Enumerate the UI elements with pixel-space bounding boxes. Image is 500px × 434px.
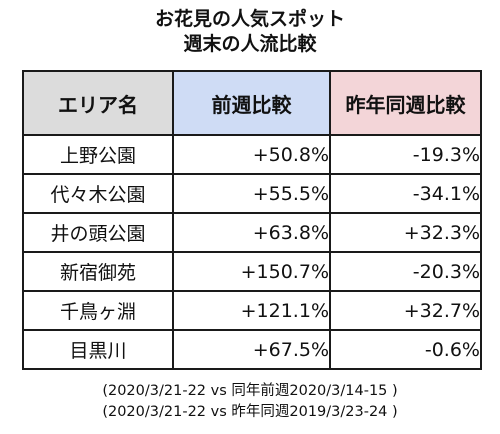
table-row: 新宿御苑 +150.7% -20.3% [22,251,482,292]
header-week-comparison: 前週比較 [172,70,331,136]
area-cell: 上野公園 [22,134,174,175]
week-change-cell: +50.8% [172,134,331,175]
footnote-year-period: (2020/3/21-22 vs 昨年同週2019/3/23-24 ) [102,404,398,420]
footnote-week-period: (2020/3/21-22 vs 同年前週2020/3/14-15 ) [102,383,398,399]
header-area: エリア名 [22,70,174,136]
title-line-1: お花見の人気スポット [154,8,345,30]
table-row: 井の頭公園 +63.8% +32.3% [22,212,482,253]
area-cell: 代々木公園 [22,173,174,214]
area-cell: 千鳥ヶ淵 [22,290,174,331]
area-cell: 目黒川 [22,329,174,370]
year-change-cell: +32.3% [329,212,482,253]
area-cell: 井の頭公園 [22,212,174,253]
title-line-2: 週末の人流比較 [183,33,317,55]
year-change-cell: -19.3% [329,134,482,175]
area-cell: 新宿御苑 [22,251,174,292]
table-row: 代々木公園 +55.5% -34.1% [22,173,482,214]
year-change-cell: -20.3% [329,251,482,292]
week-change-cell: +55.5% [172,173,331,214]
year-change-cell: +32.7% [329,290,482,331]
table-row: 目黒川 +67.5% -0.6% [22,329,482,370]
table-row: 上野公園 +50.8% -19.3% [22,134,482,175]
week-change-cell: +63.8% [172,212,331,253]
week-change-cell: +150.7% [172,251,331,292]
header-year-comparison: 昨年同週比較 [329,70,482,136]
year-change-cell: -0.6% [329,329,482,370]
comparison-table: エリア名 前週比較 昨年同週比較 上野公園 +50.8% -19.3% 代々木公… [22,70,482,370]
table-header-row: エリア名 前週比較 昨年同週比較 [22,70,482,136]
week-change-cell: +67.5% [172,329,331,370]
year-change-cell: -34.1% [329,173,482,214]
week-change-cell: +121.1% [172,290,331,331]
table-row: 千鳥ヶ淵 +121.1% +32.7% [22,290,482,331]
